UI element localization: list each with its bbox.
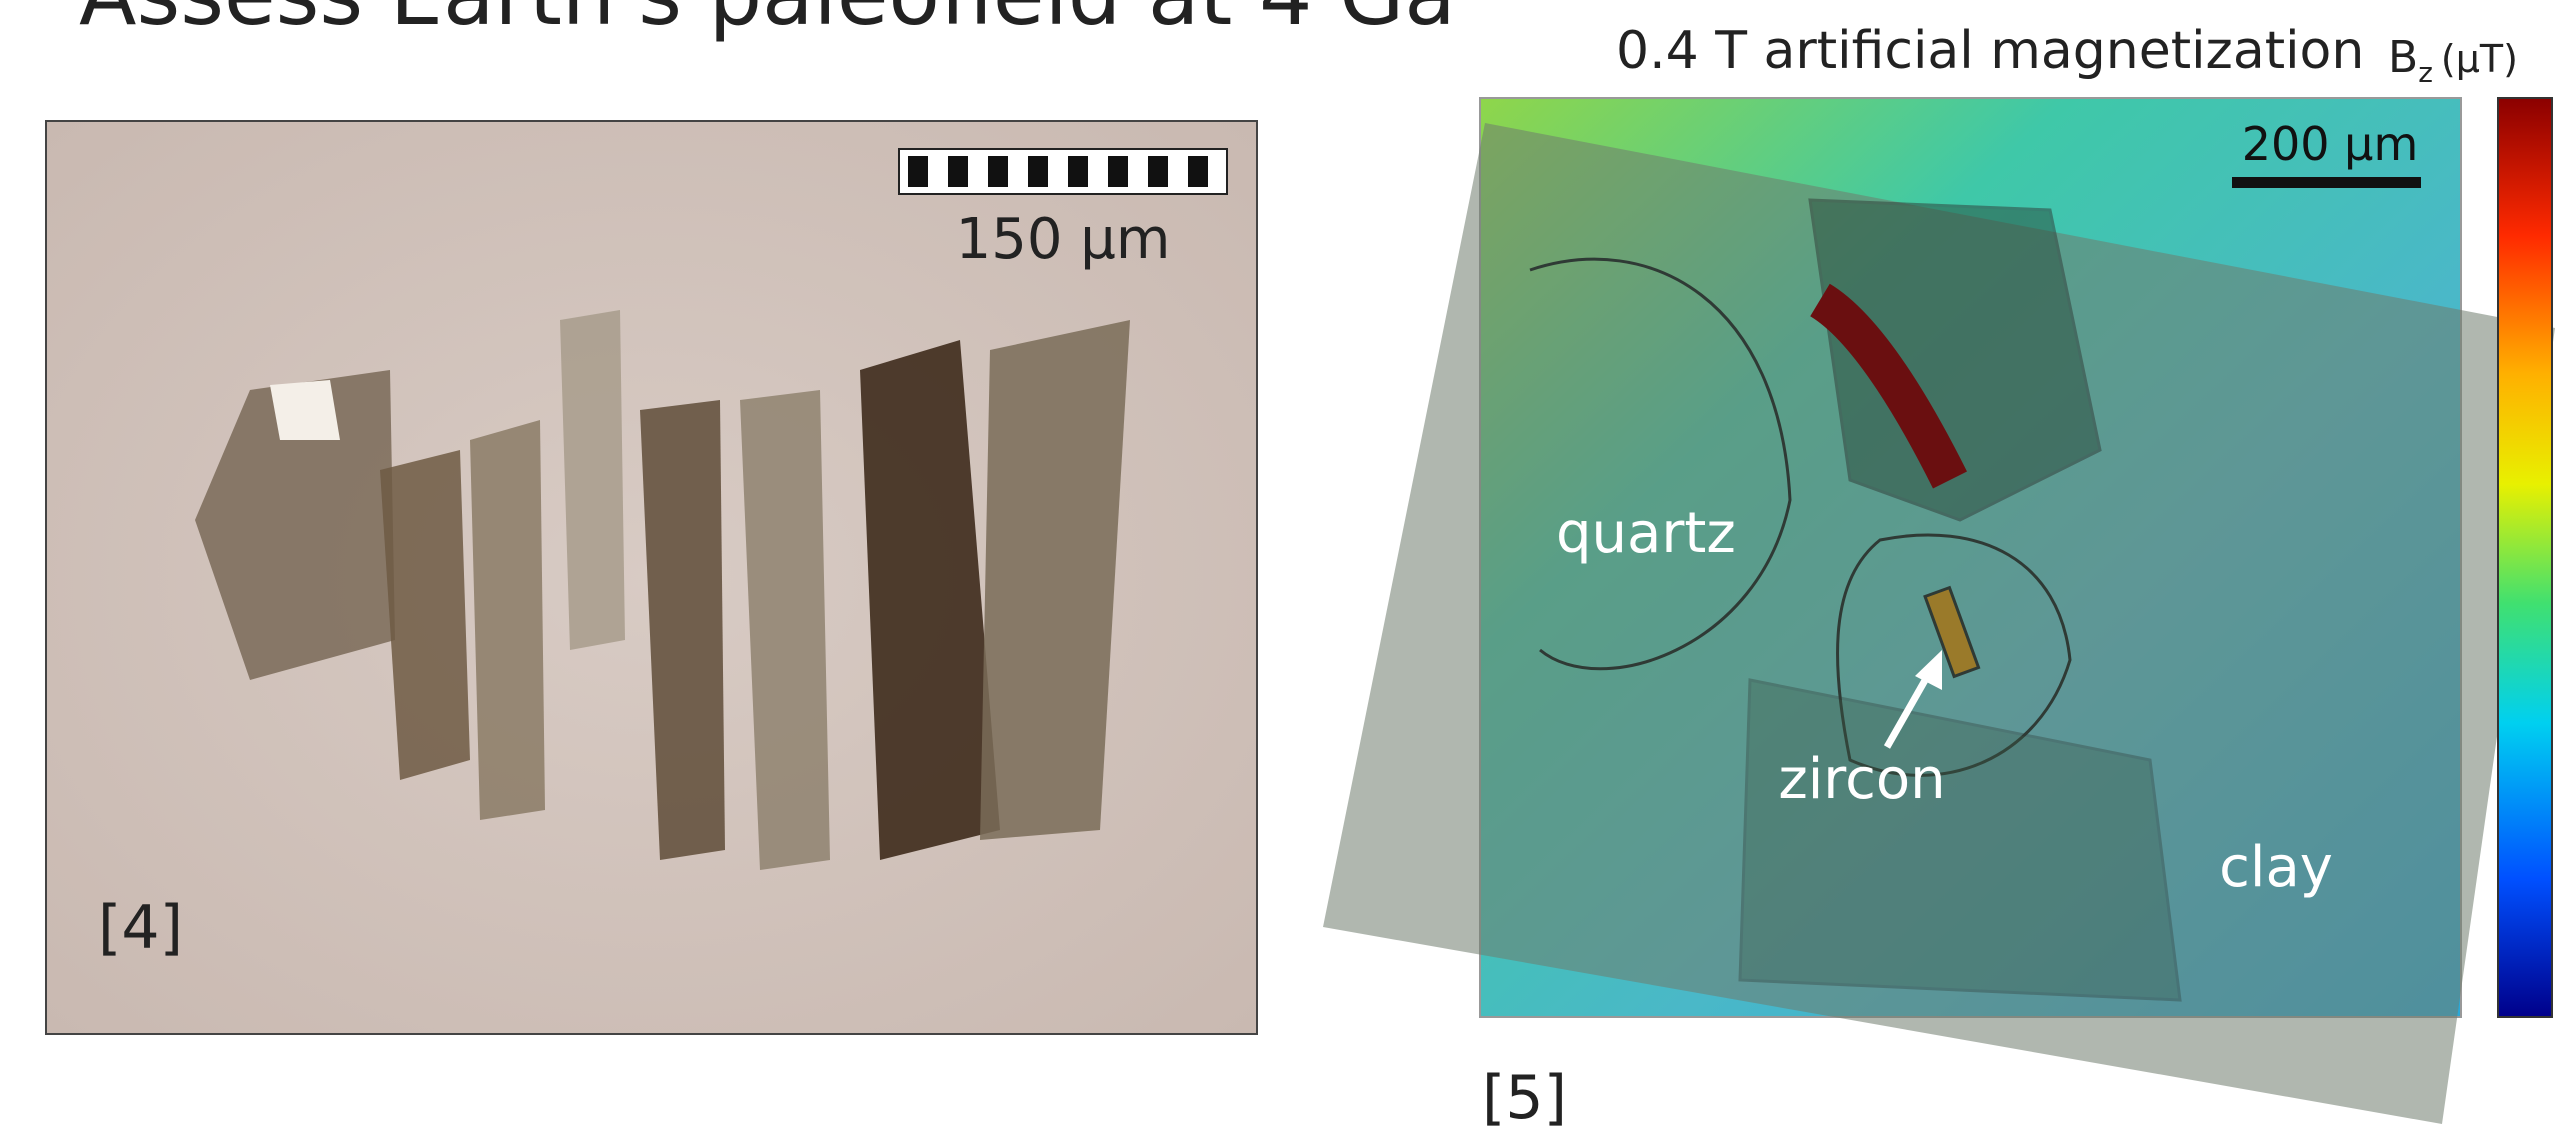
scale-label: 150 μm xyxy=(956,207,1171,272)
axis-subscript: z xyxy=(2418,56,2433,89)
slide-title: Assess Earth's paleofield at 4 Ga xyxy=(79,0,1456,44)
axis-unit: (μT) xyxy=(2441,37,2518,81)
arrow xyxy=(1883,650,1942,749)
mineral-label: zircon xyxy=(1778,747,1945,812)
axis-label: Bz (μT) xyxy=(2388,32,2518,89)
grain-features xyxy=(1529,198,2182,1002)
scale-bar xyxy=(898,148,1228,195)
citation: [4] xyxy=(98,893,183,963)
axis-symbol: B xyxy=(2388,32,2418,83)
mineral-label: quartz xyxy=(1556,501,1736,566)
mineral-label: clay xyxy=(2219,835,2333,900)
map-scale-label: 200 μm xyxy=(2242,117,2419,171)
map-scale-bar xyxy=(2232,177,2421,188)
map-header: 0.4 T artificial magnetization xyxy=(1616,21,2364,81)
crystals xyxy=(195,310,1130,870)
colorbar xyxy=(2497,97,2553,1018)
citation: [5] xyxy=(1482,1063,1567,1131)
